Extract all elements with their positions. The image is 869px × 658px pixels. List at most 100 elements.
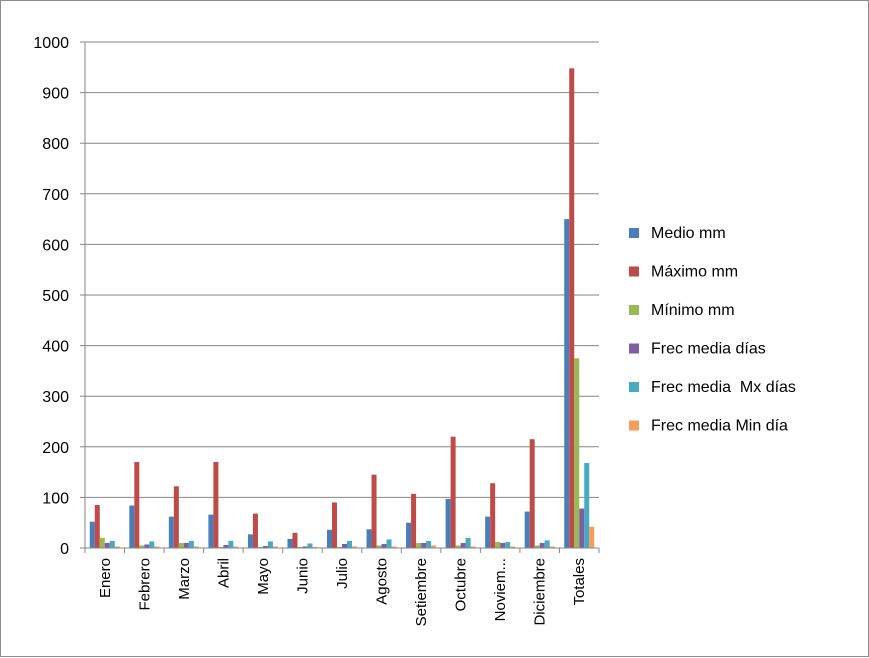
x-tick-label: Marzo [176,558,193,600]
x-tick-label: Noviem... [492,558,509,621]
bar [386,539,392,548]
bar [549,546,555,548]
bar [312,546,318,548]
bar [94,504,100,548]
x-tick-label: Diciembre [532,558,549,626]
legend: Medio mm Máximo mm Mínimo mm Frec media día… [629,225,796,435]
legend-swatch [629,382,639,392]
bar [337,546,342,548]
x-tick-label: Junio [294,558,311,594]
x-axis-ticks: Enero Febrero Marzo Abril Mayo Junio Julio Agos… [97,558,588,626]
bar [109,540,115,548]
bar [534,545,540,548]
y-tick-label: 500 [42,288,69,305]
bar [490,483,496,548]
y-tick-label: 200 [42,440,69,457]
bar [257,546,263,548]
bar [416,542,422,548]
bar [134,461,140,548]
bar [450,436,456,548]
x-tick-label: Febrero [136,558,153,611]
bar [233,546,239,548]
bar [89,521,95,548]
bar [510,546,516,548]
bar [584,462,590,548]
legend-label: Máximo mm [651,264,738,281]
gridlines [85,41,599,498]
bar [193,546,199,548]
bar [455,545,461,548]
legend-label: Frec media días [651,341,766,358]
bar [376,545,382,548]
bar [564,219,570,548]
bar [485,516,491,548]
legend-label: Frec media Mx días [651,379,796,396]
bar [178,542,184,548]
bar [371,474,377,548]
bar [505,541,511,548]
bar [168,516,174,548]
bar [381,543,387,548]
bar [589,526,595,548]
bar [292,532,298,548]
bar [544,540,550,548]
bar [272,546,278,548]
bar [114,546,120,548]
bar [144,544,150,548]
legend-label: Frec media Min día [651,418,788,435]
bar [470,546,476,548]
bar [495,541,501,548]
legend-label: Medio mm [651,225,726,242]
axes [84,42,600,553]
y-tick-label: 900 [42,86,69,103]
y-tick-label: 300 [42,389,69,406]
legend-swatch [629,305,639,315]
bar [366,529,372,548]
bar [183,542,189,548]
x-tick-label: Totales [571,558,588,606]
x-tick-label: Abril [215,558,232,588]
bar [460,542,466,548]
bar [465,537,471,548]
bar [297,546,303,548]
y-tick-label: 600 [42,237,69,254]
bar [347,540,352,548]
bar [391,546,397,548]
bar [252,513,258,548]
bar [188,540,194,548]
bar [287,538,293,548]
bar [524,511,530,548]
bars [89,68,595,548]
y-axis-ticks: 0 100 200 300 400 500 600 700 800 900 1000 [33,35,85,558]
bar [421,542,427,548]
bar [139,545,145,548]
bar [342,543,347,548]
y-tick-label: 800 [42,136,69,153]
bar [213,461,219,548]
y-tick-label: 0 [60,541,69,558]
bar [431,545,437,548]
legend-swatch [629,266,639,277]
bar [208,514,214,548]
legend-swatch [629,228,639,238]
bar [228,540,234,548]
y-tick-label: 400 [42,339,69,356]
bar [406,522,412,548]
bar [218,546,224,548]
bar [302,546,308,548]
x-tick-label: Julio [334,558,351,589]
bar [332,502,337,548]
bar [267,541,273,548]
bar [574,358,580,548]
bar [529,439,535,548]
bar [539,542,545,548]
bar [569,68,575,548]
bar [129,505,135,548]
x-tick-label: Enero [97,558,114,598]
bar [307,543,313,548]
x-tick-label: Octubre [453,558,470,611]
bar [327,529,332,548]
bar [262,545,268,548]
y-tick-label: 100 [42,490,69,507]
